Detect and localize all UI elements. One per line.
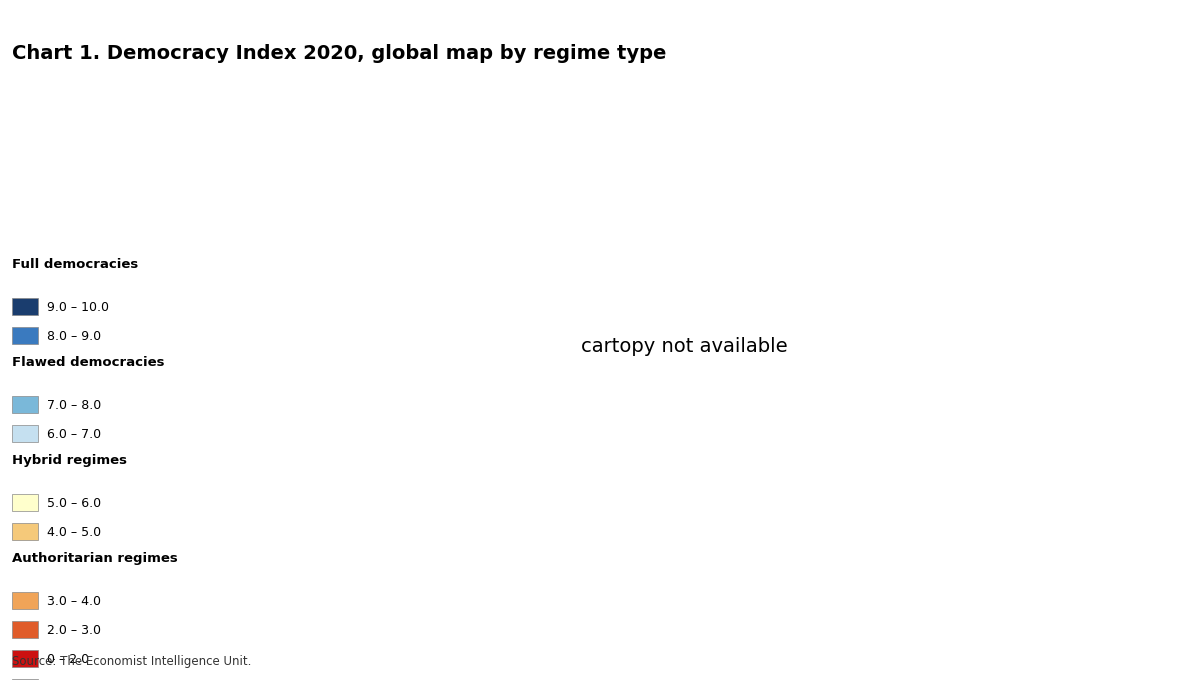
Text: cartopy not available: cartopy not available (581, 337, 788, 356)
Text: 3.0 – 4.0: 3.0 – 4.0 (47, 595, 101, 608)
Text: 9.0 – 10.0: 9.0 – 10.0 (47, 301, 110, 314)
Text: 0 – 2.0: 0 – 2.0 (47, 653, 90, 666)
Text: 8.0 – 9.0: 8.0 – 9.0 (47, 330, 101, 343)
Text: Authoritarian regimes: Authoritarian regimes (12, 552, 177, 565)
Text: Full democracies: Full democracies (12, 258, 138, 271)
Text: Source: The Economist Intelligence Unit.: Source: The Economist Intelligence Unit. (12, 655, 251, 668)
Text: Flawed democracies: Flawed democracies (12, 356, 164, 369)
Text: Chart 1. Democracy Index 2020, global map by regime type: Chart 1. Democracy Index 2020, global ma… (12, 44, 667, 63)
Text: 6.0 – 7.0: 6.0 – 7.0 (47, 428, 101, 441)
Text: 5.0 – 6.0: 5.0 – 6.0 (47, 497, 101, 510)
Text: 4.0 – 5.0: 4.0 – 5.0 (47, 526, 101, 539)
Text: Hybrid regimes: Hybrid regimes (12, 454, 126, 467)
Text: 2.0 – 3.0: 2.0 – 3.0 (47, 624, 101, 637)
Text: 7.0 – 8.0: 7.0 – 8.0 (47, 399, 101, 412)
